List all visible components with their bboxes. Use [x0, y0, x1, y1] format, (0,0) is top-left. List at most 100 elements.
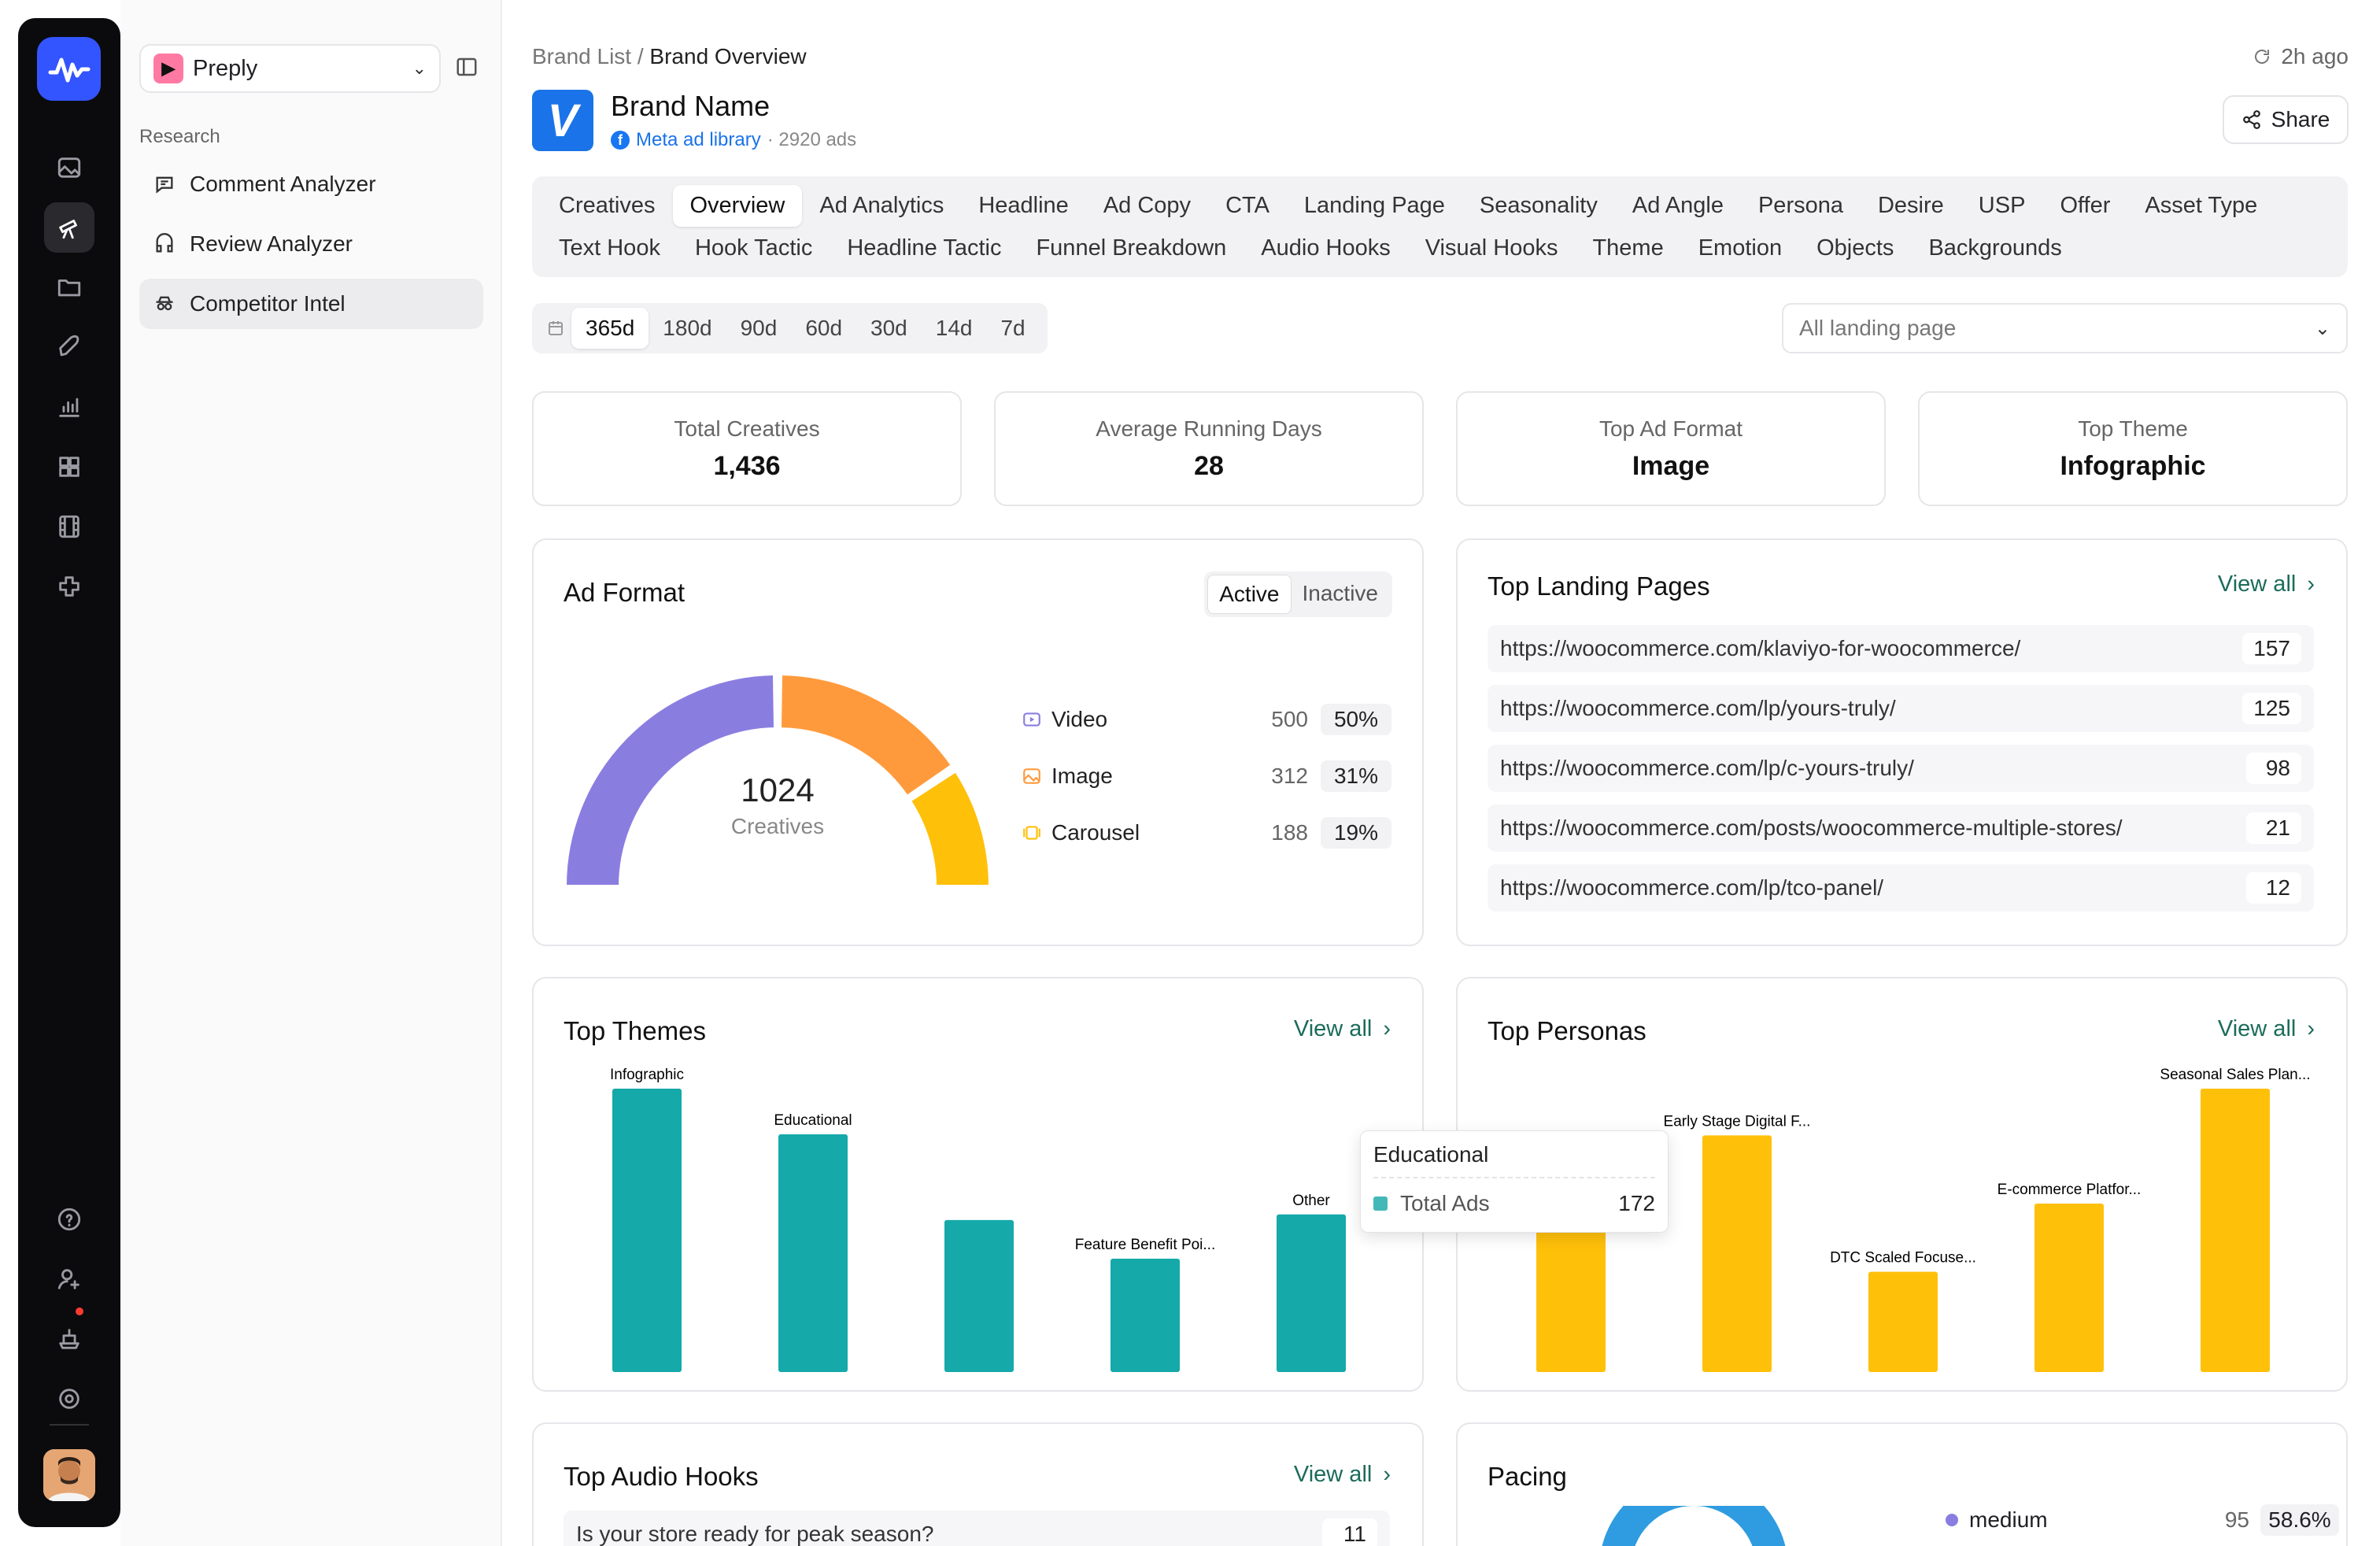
rail-rocket-icon[interactable] [44, 322, 94, 372]
view-all-link[interactable]: View all › [1294, 1016, 1391, 1042]
toggle-active[interactable]: Active [1207, 575, 1292, 614]
gauge-label: Creatives [730, 814, 825, 838]
legend-image: Image 312 31% [1022, 756, 1391, 796]
tab-funnel-breakdown[interactable]: Funnel Breakdown [1036, 235, 1227, 261]
bar[interactable] [1702, 1135, 1772, 1372]
user-avatar[interactable] [43, 1449, 95, 1501]
tab-ad-analytics[interactable]: Ad Analytics [819, 192, 944, 218]
landing-page-url: https://woocommerce.com/klaviyo-for-wooc… [1500, 636, 2021, 660]
bar[interactable] [1868, 1271, 1938, 1372]
tab-seasonality[interactable]: Seasonality [1479, 192, 1598, 218]
gauge-center: 1024 Creatives [660, 771, 896, 839]
tab-ad-angle[interactable]: Ad Angle [1632, 192, 1724, 218]
rail-folder-icon[interactable] [44, 262, 94, 313]
tab-landing-page[interactable]: Landing Page [1303, 192, 1445, 218]
tab-ad-copy[interactable]: Ad Copy [1103, 192, 1192, 218]
range-180d[interactable]: 180d [663, 316, 712, 340]
rail-settings-icon[interactable] [44, 1374, 94, 1424]
tab-emotion[interactable]: Emotion [1698, 235, 1783, 261]
chart-tooltip: Educational Total Ads 172 [1360, 1130, 1669, 1233]
legend-name: Image [1051, 764, 1113, 788]
audio-hook-text: Is your store ready for peak season? [576, 1522, 934, 1546]
tab-visual-hooks[interactable]: Visual Hooks [1425, 235, 1558, 261]
tab-cta[interactable]: CTA [1225, 192, 1269, 218]
view-all-link[interactable]: View all › [1294, 1462, 1391, 1488]
range-90d[interactable]: 90d [740, 316, 778, 340]
landing-page-row[interactable]: https://woocommerce.com/lp/tco-panel/12 [1488, 864, 2314, 912]
toggle-sidebar-icon[interactable] [455, 55, 479, 79]
tab-usp[interactable]: USP [1978, 192, 2026, 218]
audio-hook-row[interactable]: Is your store ready for peak season? 11 [564, 1511, 1390, 1546]
landing-page-select[interactable]: All landing page ⌄ [1782, 303, 2348, 353]
tab-backgrounds[interactable]: Backgrounds [1928, 235, 2062, 261]
landing-page-row[interactable]: https://woocommerce.com/lp/c-yours-truly… [1488, 745, 2314, 792]
landing-page-count: 98 [2246, 753, 2301, 784]
rail-add-user-icon[interactable] [44, 1254, 94, 1304]
rail-integrations-icon[interactable] [44, 561, 94, 612]
toggle-inactive[interactable]: Inactive [1302, 581, 1379, 605]
tab-headline-tactic[interactable]: Headline Tactic [847, 235, 1002, 261]
tooltip-row: Total Ads 172 [1373, 1191, 1655, 1216]
brand-selector[interactable]: ▶ Preply ⌄ [139, 44, 441, 93]
bar-label: Infographic [610, 1067, 684, 1083]
bar[interactable] [1536, 1229, 1606, 1372]
sidebar-item-label: Review Analyzer [190, 231, 353, 256]
tab-headline[interactable]: Headline [978, 192, 1069, 218]
rail-film-icon[interactable] [44, 501, 94, 552]
range-7d[interactable]: 7d [1000, 316, 1026, 340]
bar[interactable] [944, 1219, 1014, 1372]
last-updated[interactable]: 2h ago [2252, 44, 2349, 69]
range-14d[interactable]: 14d [935, 316, 973, 340]
tab-row: Creatives Overview Ad Analytics Headline Ad … [541, 184, 2338, 227]
tab-creatives[interactable]: Creatives [559, 192, 656, 218]
landing-page-row[interactable]: https://woocommerce.com/klaviyo-for-wooc… [1488, 625, 2314, 672]
rail-chart-icon[interactable] [44, 382, 94, 432]
bar[interactable] [2201, 1089, 2270, 1372]
rail-images-icon[interactable] [44, 142, 94, 193]
tab-overview[interactable]: Overview [672, 184, 803, 227]
meta-ad-library-link[interactable]: Meta ad library [636, 129, 761, 150]
share-button[interactable]: Share [2223, 95, 2349, 144]
range-365d[interactable]: 365d [571, 308, 649, 349]
gauge-segment-video[interactable] [563, 671, 778, 888]
tab-objects[interactable]: Objects [1816, 235, 1894, 261]
gauge-segment-carousel[interactable] [907, 768, 992, 888]
tab-text-hook[interactable]: Text Hook [559, 235, 660, 261]
bar[interactable] [612, 1089, 682, 1372]
sidebar-item-label: Competitor Intel [190, 291, 346, 316]
tab-theme[interactable]: Theme [1592, 235, 1664, 261]
bar[interactable] [778, 1134, 848, 1372]
bar[interactable] [1111, 1259, 1180, 1372]
sidebar-item-review-analyzer[interactable]: Review Analyzer [139, 219, 483, 269]
rail-telescope-icon[interactable] [44, 202, 94, 253]
sidebar-item-competitor-intel[interactable]: Competitor Intel [139, 279, 483, 329]
view-all-link[interactable]: View all › [2218, 1016, 2315, 1042]
section-tabs: Creatives Overview Ad Analytics Headline Ad … [532, 176, 2348, 277]
bar[interactable] [1277, 1214, 1346, 1372]
breadcrumb-parent[interactable]: Brand List [532, 44, 632, 68]
tab-hook-tactic[interactable]: Hook Tactic [694, 235, 813, 261]
bar[interactable] [2034, 1204, 2104, 1372]
stat-value: Infographic [2060, 451, 2206, 481]
tab-audio-hooks[interactable]: Audio Hooks [1261, 235, 1391, 261]
gauge-total: 1024 [741, 771, 815, 808]
bar-label: Feature Benefit Poi... [1075, 1237, 1216, 1253]
rail-help-icon[interactable] [44, 1194, 94, 1245]
tab-persona[interactable]: Persona [1757, 192, 1843, 218]
gauge-segment-image[interactable] [778, 671, 955, 799]
video-icon [1023, 712, 1040, 727]
rail-ship-icon[interactable] [44, 1314, 94, 1364]
top-landing-pages-card: Top Landing Pages View all › https://wooc… [1456, 538, 2348, 946]
legend-count: 312 [1271, 764, 1308, 788]
landing-page-row[interactable]: https://woocommerce.com/posts/woocommerc… [1488, 804, 2314, 852]
tab-asset-type[interactable]: Asset Type [2145, 192, 2258, 218]
tab-desire[interactable]: Desire [1877, 192, 1944, 218]
range-60d[interactable]: 60d [805, 316, 843, 340]
landing-page-row[interactable]: https://woocommerce.com/lp/yours-truly/1… [1488, 685, 2314, 732]
tab-offer[interactable]: Offer [2060, 192, 2111, 218]
rail-grid-icon[interactable] [44, 442, 94, 492]
view-all-link[interactable]: View all › [2218, 571, 2315, 597]
range-30d[interactable]: 30d [870, 316, 907, 340]
app-logo[interactable] [37, 37, 101, 101]
sidebar-item-comment-analyzer[interactable]: Comment Analyzer [139, 159, 483, 209]
